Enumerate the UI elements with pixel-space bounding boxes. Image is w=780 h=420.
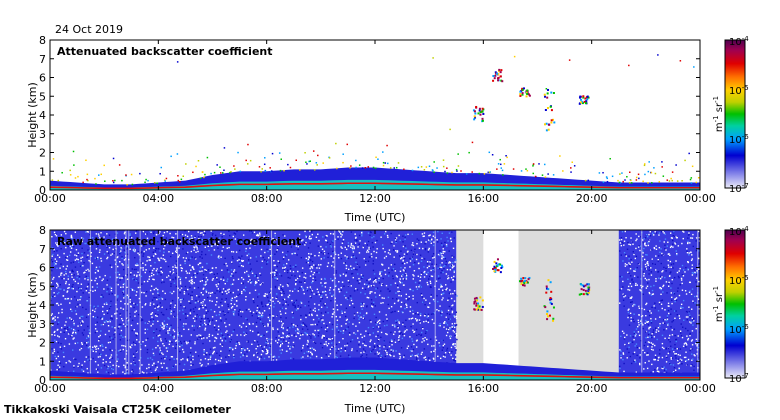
y-axis: 0 1 2 3 4 5 6 7 8 [39, 34, 700, 197]
cloud-patch [519, 87, 531, 98]
x-tick-label: 16:00 [467, 382, 499, 395]
x-tick-label: 00:00 [34, 382, 66, 395]
clear-strip [483, 230, 519, 380]
noise-field [50, 230, 458, 380]
x-tick-label: 08:00 [251, 382, 283, 395]
x-tick-label: 12:00 [359, 192, 391, 205]
y-tick-label: 4 [39, 109, 46, 122]
x-tick-label: 00:00 [34, 192, 66, 205]
cloud-patch [578, 283, 591, 296]
colorbar-tick-label: 10-7 [729, 372, 749, 385]
colorbar-tick-label: 10-5 [729, 274, 749, 287]
x-tick-label: 08:00 [251, 192, 283, 205]
colorbar-tick-label: 10-5 [729, 84, 749, 97]
instrument-footer: Tikkakoski Vaisala CT25K ceilometer [4, 403, 231, 416]
cloud-patch [473, 296, 484, 311]
cloud-patch [518, 276, 531, 287]
y-tick-label: 8 [39, 224, 46, 237]
panel-raw-backscatter: Raw attenuated backscatter coefficient 0… [26, 224, 716, 415]
x-tick-label: 00:00 [684, 192, 716, 205]
cloud-patch [543, 279, 555, 322]
y-tick-label: 8 [39, 34, 46, 47]
colorbar-2: 10-4 10-5 10-6 10-7 m-1 sr-1 [712, 225, 749, 385]
y-tick-label: 2 [39, 147, 46, 160]
x-tick-label: 20:00 [576, 382, 608, 395]
colorbar-tick-label: 10-4 [729, 225, 749, 238]
y-tick-label: 6 [39, 72, 46, 85]
y-axis: 0 1 2 3 4 5 6 7 8 [39, 224, 700, 387]
x-axis: 00:00 04:00 08:00 12:00 16:00 20:00 00:00 [34, 230, 716, 395]
noise-field [618, 230, 700, 380]
y-tick-label: 0 [39, 374, 46, 387]
y-tick-label: 3 [39, 318, 46, 331]
panel-attenuated-backscatter: Attenuated backscatter coefficient 0 1 2 3 4… [26, 34, 716, 224]
panel-title: Raw attenuated backscatter coefficient [57, 235, 301, 248]
cloud-patch [472, 105, 485, 123]
colorbar-label: m-1 sr-1 [712, 286, 725, 322]
y-tick-label: 5 [39, 280, 46, 293]
y-tick-label: 6 [39, 262, 46, 275]
y-tick-label: 1 [39, 355, 46, 368]
y-tick-label: 3 [39, 128, 46, 141]
x-axis: 00:00 04:00 08:00 12:00 16:00 20:00 00:00 [34, 40, 716, 205]
scattered-echoes [51, 54, 700, 186]
panel-title: Attenuated backscatter coefficient [57, 45, 273, 58]
colorbar-tick-label: 10-6 [729, 323, 749, 336]
x-tick-label: 00:00 [684, 382, 716, 395]
x-axis-label: Time (UTC) [344, 402, 406, 415]
colorbar-tick-label: 10-7 [729, 182, 749, 195]
x-tick-label: 04:00 [142, 382, 174, 395]
y-tick-label: 5 [39, 90, 46, 103]
y-tick-label: 0 [39, 184, 46, 197]
y-tick-label: 1 [39, 165, 46, 178]
heatmap-content [50, 230, 700, 380]
date-label: 24 Oct 2019 [55, 23, 123, 36]
colorbar-1: 10-4 10-5 10-6 10-7 m-1 sr-1 [712, 35, 749, 195]
cloud-patch [578, 95, 590, 105]
x-tick-label: 12:00 [359, 382, 391, 395]
y-tick-label: 7 [39, 53, 46, 66]
cloud-patch [492, 258, 504, 274]
no-signal-region [456, 230, 619, 380]
x-axis-label: Time (UTC) [344, 211, 406, 224]
y-axis-label: Height (km) [26, 82, 39, 148]
y-tick-label: 2 [39, 337, 46, 350]
colorbar-tick-label: 10-4 [729, 35, 749, 48]
y-tick-label: 4 [39, 299, 46, 312]
boundary-layer-core [50, 179, 700, 190]
colorbar-label: m-1 sr-1 [712, 96, 725, 132]
x-tick-label: 04:00 [142, 192, 174, 205]
colorbar-tick-label: 10-6 [729, 133, 749, 146]
cloud-patch [492, 68, 504, 83]
plot-area [50, 40, 700, 190]
y-tick-label: 7 [39, 243, 46, 256]
x-tick-label: 16:00 [467, 192, 499, 205]
colorbar-gradient [724, 39, 746, 189]
y-axis-label: Height (km) [26, 272, 39, 338]
x-tick-label: 20:00 [576, 192, 608, 205]
cloud-patch [543, 88, 556, 132]
colorbar-gradient [724, 229, 746, 379]
boundary-layer-core [50, 369, 700, 380]
